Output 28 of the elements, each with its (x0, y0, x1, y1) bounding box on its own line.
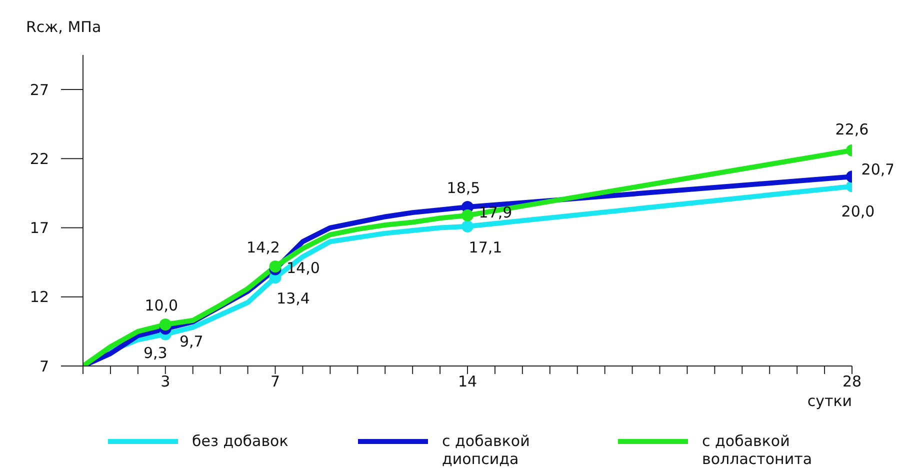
x-tick-label: 3 (160, 372, 170, 391)
point (462, 220, 474, 232)
data-label: 17,1 (468, 238, 502, 256)
point (159, 318, 172, 331)
data-label: 10,0 (144, 296, 178, 315)
data-label: 18,5 (446, 179, 480, 198)
x-tick-label: 7 (270, 372, 280, 391)
data-label: 14,2 (246, 238, 280, 256)
x-tick-label: 14 (458, 372, 478, 391)
data-label: 13,4 (276, 290, 310, 308)
legend-label: с добавкой диопсида (442, 432, 531, 468)
y-tick-label: 22 (30, 150, 49, 168)
y-axis-title: Rсж, МПа (26, 18, 102, 36)
y-tick-label: 17 (30, 219, 49, 238)
data-label: 20,0 (841, 202, 875, 220)
x-axis-title: сутки (807, 392, 852, 410)
data-label: 22,6 (835, 120, 869, 138)
y-tick-label: 27 (30, 80, 49, 99)
point (462, 209, 474, 222)
legend-label: с добавкой волластонита (702, 432, 814, 468)
data-label: 14,0 (286, 259, 320, 278)
y-tick-label: 7 (39, 357, 49, 376)
legend-label: без добавок (192, 432, 290, 450)
data-label: 9,7 (179, 332, 204, 351)
data-label: 9,3 (143, 344, 168, 362)
x-tick-label: 28 (842, 372, 862, 391)
point (269, 260, 282, 272)
y-tick-label: 12 (30, 288, 49, 306)
